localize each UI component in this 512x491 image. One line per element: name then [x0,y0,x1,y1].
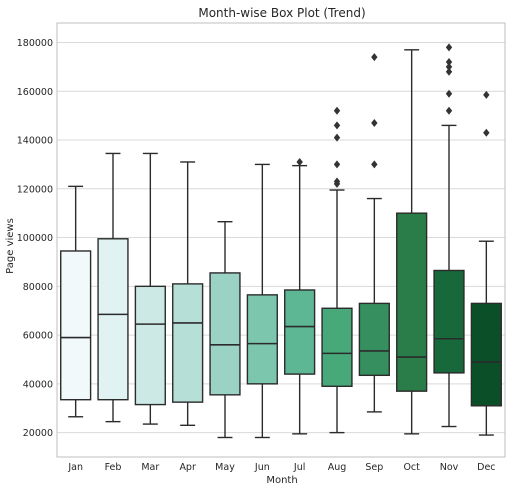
box-jan [60,185,92,418]
x-tick-label: Oct [403,462,420,473]
outlier-point [333,106,341,115]
outlier-point [445,67,453,76]
outlier-point [333,177,341,186]
outlier-point [445,43,453,52]
outlier-point [333,121,341,130]
x-tick-label: Aug [328,462,347,473]
outlier-point [445,62,453,71]
outlier-point [333,133,341,142]
grid-lines [57,42,505,434]
y-axis-label: Page views [5,218,16,274]
y-tick-label: 120000 [17,184,53,195]
box-oct [396,49,428,435]
x-tick-label: Jul [293,462,305,473]
box-jul [284,157,316,435]
x-tick-label: Dec [477,462,495,473]
iqr-box [97,238,129,401]
box-nov [433,43,465,428]
y-tick-label: 160000 [17,87,53,98]
iqr-box [470,302,502,407]
boxes [60,43,502,439]
x-tick-label: Jan [67,462,83,473]
y-tick-label: 40000 [23,379,53,390]
x-tick-label: May [215,462,235,473]
outlier-point [333,160,341,169]
x-tick-label: Jun [254,462,270,473]
iqr-box [433,269,465,374]
iqr-box [321,307,353,387]
x-tick-label: Nov [440,462,459,473]
iqr-box [209,272,241,396]
box-mar [134,152,166,425]
iqr-box [358,302,390,377]
outlier-point [445,89,453,98]
x-tick-label: Mar [141,462,159,473]
x-tick-label: Feb [105,462,122,473]
iqr-box [246,294,278,385]
outlier-point [483,90,490,99]
x-tick-label: Apr [179,462,196,473]
y-tick-label: 60000 [23,331,53,342]
outlier-point [371,160,378,169]
outlier-point [296,157,303,166]
x-axis-label: Month [266,475,297,486]
iqr-box [396,212,428,392]
y-ticks: 20000 40000 60000 80000 100000 120000 140000 16… [17,38,53,439]
box-apr [172,161,204,427]
outlier-point [445,58,453,67]
y-tick-label: 80000 [23,282,53,293]
box-aug [321,106,353,434]
y-tick-label: 20000 [23,428,53,439]
box-feb [97,152,129,423]
iqr-box [172,283,204,403]
x-tick-label: Sep [365,462,383,473]
outlier-point [445,106,453,115]
outlier-point [371,53,378,62]
iqr-box [284,289,316,375]
chart-title: Month-wise Box Plot (Trend) [198,6,365,20]
y-tick-label: 140000 [17,136,53,147]
box-sep [358,53,390,413]
box-dec [470,90,502,436]
y-tick-label: 100000 [17,233,53,244]
plot-frame [56,22,506,458]
y-tick-label: 180000 [17,38,53,49]
box-jun [246,163,278,439]
outlier-point [483,128,490,137]
box-may [209,221,241,439]
outlier-point [371,118,378,127]
iqr-box [60,250,92,401]
iqr-box [134,285,166,406]
x-ticks: Jan Feb Mar Apr May Jun Jul Aug Sep Oct Nov Dec [67,462,495,473]
